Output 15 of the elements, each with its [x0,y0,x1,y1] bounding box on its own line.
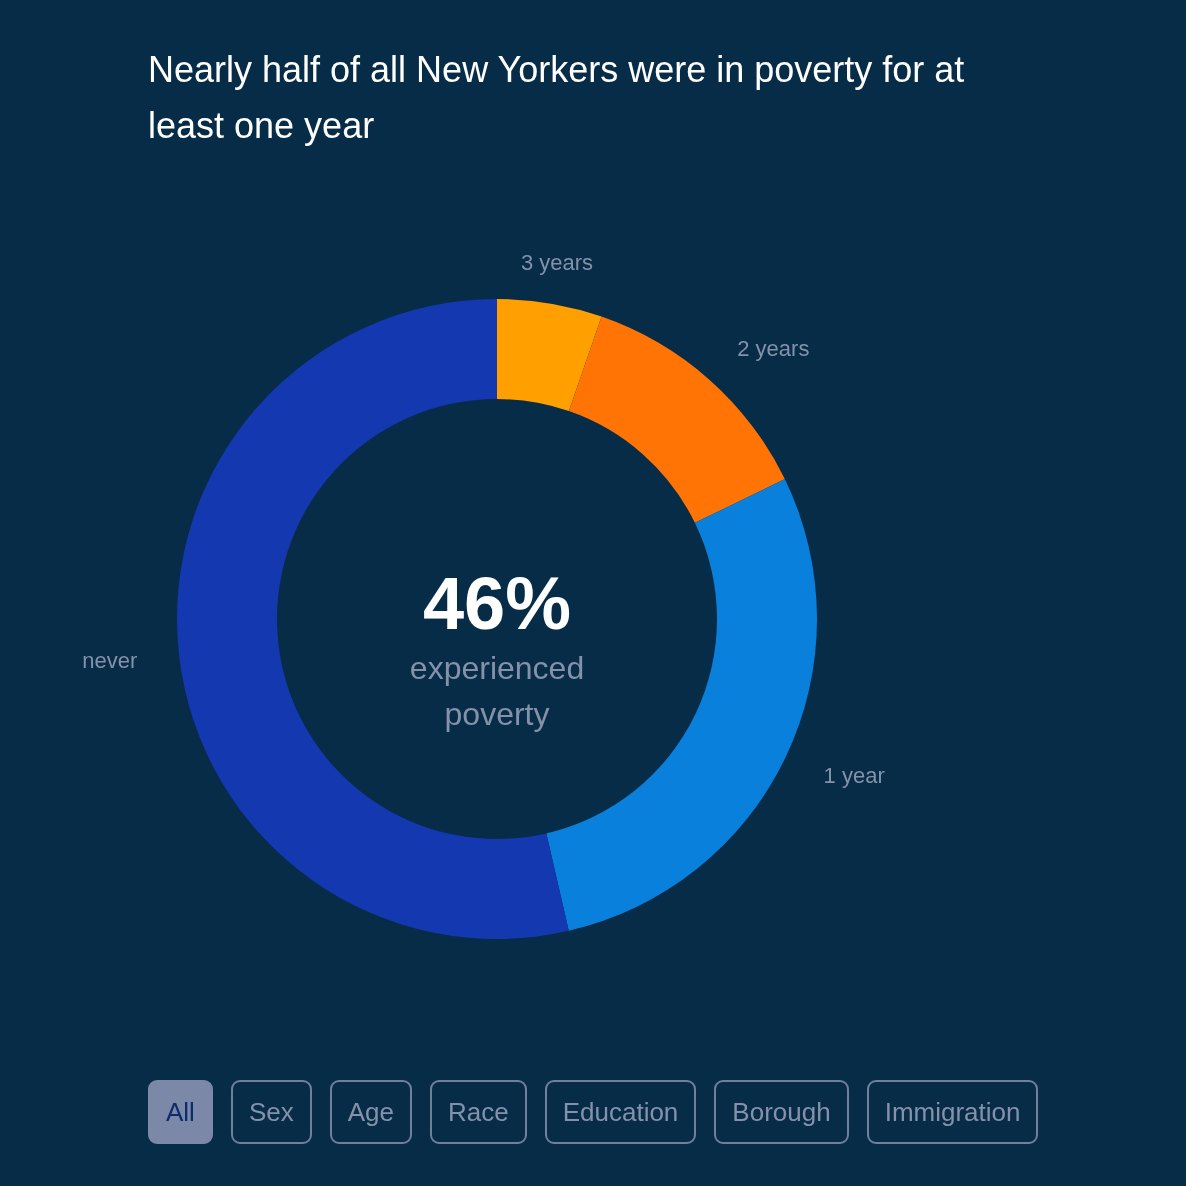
filter-button[interactable]: Age [329,1080,412,1144]
slice-label: never [82,647,138,673]
text: 46% [422,562,572,645]
slice-label: 2 years [737,335,810,361]
donut-slice [497,299,602,412]
filter-button[interactable]: All [148,1080,213,1144]
slice-label: 1 year [823,762,885,788]
chart-title: Nearly half of all New Yorkers were in poverty for at least one year [148,48,966,148]
text: experienced poverty [409,650,585,732]
filter-button[interactable]: Education [544,1080,697,1144]
slice-label: 3 years [520,249,594,275]
filter-button[interactable]: Sex [230,1080,312,1144]
filter-button[interactable]: Immigration [866,1080,1039,1144]
filter-button[interactable]: Borough [714,1080,849,1144]
filter-button[interactable]: Race [430,1080,527,1144]
